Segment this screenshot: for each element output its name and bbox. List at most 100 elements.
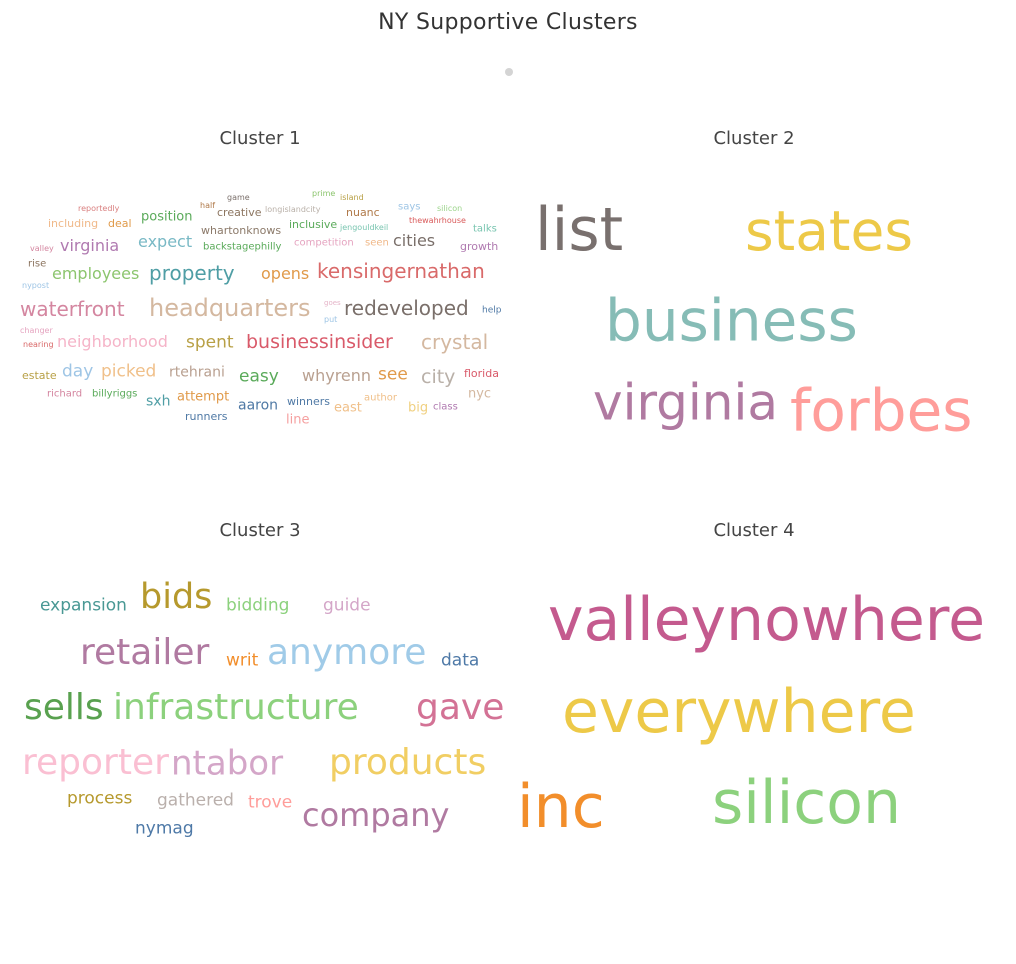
cluster-1-word: nearing	[23, 340, 54, 349]
cluster-1-word: nyc	[468, 386, 492, 402]
cluster-1-word: runners	[185, 409, 228, 423]
cluster-3-word: bids	[140, 576, 213, 617]
cluster-4-word: inc	[517, 772, 605, 842]
cluster-1-word: aaron	[238, 397, 279, 414]
cluster-1-word: easy	[239, 366, 279, 387]
cluster-1-word: game	[227, 193, 250, 202]
cluster-1-word: cities	[393, 231, 436, 250]
cluster-1-word: talks	[473, 223, 497, 235]
cluster-4-title: Cluster 4	[713, 520, 795, 541]
cluster-3-word: sells	[24, 687, 104, 728]
cluster-3-word: process	[67, 788, 133, 809]
cluster-1-word: including	[48, 216, 99, 230]
cluster-1-word: big	[408, 400, 429, 416]
cluster-1-word: opens	[261, 264, 310, 283]
cluster-1-word: put	[324, 315, 338, 324]
pagination-dot[interactable]	[505, 68, 513, 76]
cluster-1-word: picked	[101, 361, 157, 382]
cluster-1-word: changer	[20, 326, 53, 335]
cluster-1-word: richard	[47, 388, 83, 400]
cluster-1-word: estate	[22, 368, 57, 382]
cluster-2-word: business	[605, 286, 858, 355]
cluster-3-word: writ	[226, 650, 259, 671]
cluster-1-word: see	[378, 364, 408, 385]
cluster-2-word: states	[745, 198, 913, 263]
cluster-2-word: forbes	[790, 376, 973, 445]
cluster-3-word: expansion	[40, 595, 127, 616]
cluster-3-word: anymore	[267, 632, 427, 673]
cluster-1-word: jengouldkeil	[340, 223, 389, 232]
cluster-1-word: city	[421, 365, 456, 388]
cluster-3-word: retailer	[80, 632, 210, 673]
cluster-1-word: east	[334, 400, 362, 416]
cluster-4-panel: Cluster 4	[508, 512, 1008, 852]
cluster-1-word: businessinsider	[246, 330, 393, 353]
cluster-1-word: florida	[464, 366, 499, 380]
cluster-2-title: Cluster 2	[713, 128, 795, 149]
cluster-1-word: whartonknows	[201, 223, 282, 237]
cluster-4-word: everywhere	[562, 677, 916, 747]
cluster-1-word: attempt	[177, 389, 230, 405]
cluster-3-word: guide	[323, 595, 371, 616]
cluster-3-word: ntabor	[171, 743, 284, 784]
cluster-1-word: says	[398, 201, 421, 213]
cluster-1-word: kensingernathan	[317, 259, 485, 283]
cluster-1-word: silicon	[437, 204, 463, 213]
cluster-1-word: creative	[217, 205, 262, 219]
cluster-1-word: deal	[108, 216, 132, 230]
cluster-1-word: prime	[312, 189, 336, 198]
cluster-1-word: inclusive	[289, 217, 338, 231]
cluster-3-word: infrastructure	[113, 687, 359, 728]
cluster-1-word: nypost	[22, 281, 50, 290]
cluster-1-word: expect	[138, 232, 193, 251]
cluster-1-word: author	[364, 392, 397, 404]
cluster-1-word: half	[200, 201, 216, 210]
cluster-3-title: Cluster 3	[219, 520, 301, 541]
cluster-1-word: day	[62, 361, 94, 382]
cluster-1-word: whyrenn	[302, 366, 372, 385]
cluster-3-word: products	[329, 742, 487, 783]
cluster-1-word: rise	[28, 258, 47, 270]
cluster-1-word: competition	[294, 237, 354, 249]
cluster-3-word: gathered	[157, 790, 234, 811]
cluster-1-word: waterfront	[20, 297, 125, 321]
cluster-1-word: reportedly	[78, 204, 120, 213]
cluster-3-word: data	[441, 650, 480, 671]
cluster-3-panel: Cluster 3	[10, 512, 510, 852]
cluster-3-word: bidding	[226, 595, 290, 616]
cluster-3-word: nymag	[135, 818, 194, 839]
cluster-1-word: virginia	[60, 236, 120, 255]
cluster-1-word: redeveloped	[344, 296, 469, 320]
cluster-3-word: reporter	[22, 742, 169, 783]
cluster-2-word: list	[535, 195, 624, 265]
cluster-1-word: backstagephilly	[203, 241, 282, 253]
cluster-1-word: line	[286, 412, 310, 428]
cluster-1-word: valley	[30, 244, 54, 253]
cluster-1-word: property	[149, 261, 235, 285]
cluster-1-word: goes	[324, 298, 341, 307]
cluster-1-word: billyriggs	[92, 388, 138, 400]
cluster-1-word: growth	[460, 239, 499, 253]
page-title: NY Supportive Clusters	[378, 10, 638, 35]
cluster-1-word: crystal	[421, 330, 489, 354]
cluster-1-word: island	[340, 193, 364, 202]
cluster-1-word: help	[482, 305, 502, 316]
cluster-1-word: longislandcity	[265, 205, 321, 214]
cluster-1-word: rtehrani	[169, 364, 225, 381]
cluster-1-panel: Cluster 1	[10, 120, 510, 450]
cluster-4-word: valleynowhere	[548, 585, 986, 655]
cluster-2-word: virginia	[593, 373, 779, 432]
cluster-1-word: employees	[52, 264, 140, 283]
cluster-1-word: position	[141, 209, 193, 225]
cluster-1-word: winners	[287, 394, 331, 408]
cluster-3-word: gave	[416, 687, 505, 728]
cluster-1-word: spent	[186, 332, 234, 353]
cluster-1-title: Cluster 1	[219, 128, 301, 149]
cluster-1-word: sxh	[146, 393, 171, 410]
cluster-2-panel: Cluster 2	[508, 120, 1008, 450]
cluster-3-word: company	[302, 796, 450, 834]
